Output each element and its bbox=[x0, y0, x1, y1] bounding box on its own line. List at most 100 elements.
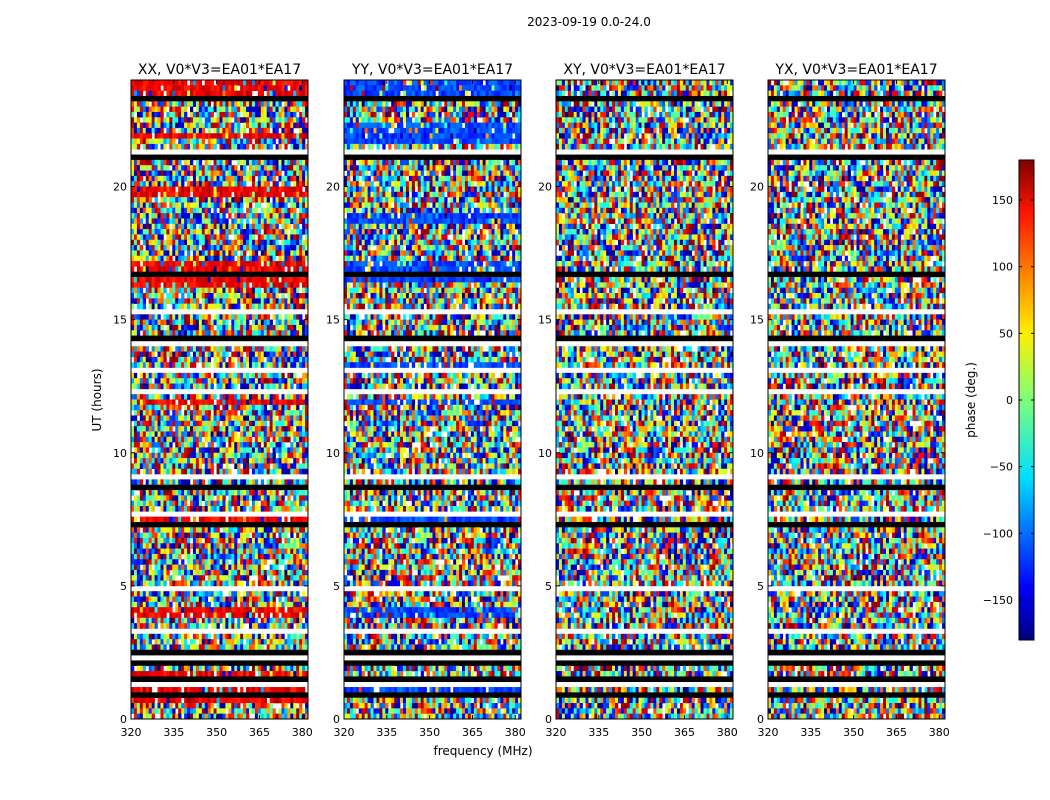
phase-cell bbox=[273, 218, 276, 224]
phase-cell bbox=[261, 160, 264, 166]
phase-cell bbox=[184, 91, 187, 97]
phase-cell bbox=[225, 208, 228, 214]
phase-cell bbox=[281, 112, 284, 118]
phase-cell bbox=[222, 107, 225, 113]
phase-cell bbox=[299, 245, 302, 251]
phase-cell bbox=[211, 181, 214, 187]
phase-cell bbox=[214, 107, 217, 113]
phase-cell bbox=[246, 139, 249, 145]
phase-cell bbox=[181, 245, 184, 251]
phase-cell bbox=[184, 165, 187, 171]
phase-cell bbox=[258, 181, 261, 187]
phase-cell bbox=[208, 139, 211, 145]
phase-cell bbox=[146, 165, 149, 171]
phase-cell bbox=[152, 256, 155, 262]
phase-cell bbox=[228, 202, 231, 208]
phase-cell bbox=[249, 202, 252, 208]
phase-cell bbox=[163, 176, 166, 182]
phase-cell bbox=[264, 245, 267, 251]
phase-cell bbox=[208, 85, 211, 91]
phase-cell bbox=[258, 133, 261, 139]
phase-cell bbox=[134, 181, 137, 187]
phase-cell bbox=[228, 139, 231, 145]
phase-cell bbox=[243, 85, 246, 91]
phase-cell bbox=[152, 80, 155, 86]
phase-cell bbox=[184, 123, 187, 129]
phase-cell bbox=[202, 224, 205, 230]
phase-cell bbox=[222, 101, 225, 107]
phase-cell bbox=[184, 202, 187, 208]
phase-cell bbox=[225, 250, 228, 256]
phase-cell bbox=[284, 165, 287, 171]
phase-cell bbox=[249, 234, 252, 240]
phase-cell bbox=[258, 224, 261, 230]
phase-cell bbox=[152, 245, 155, 251]
phase-cell bbox=[225, 107, 228, 113]
phase-cell bbox=[178, 144, 181, 150]
phase-cell bbox=[149, 181, 152, 187]
phase-cell bbox=[208, 192, 211, 198]
phase-cell bbox=[152, 224, 155, 230]
phase-cell bbox=[290, 85, 293, 91]
phase-cell bbox=[181, 192, 184, 198]
phase-cell bbox=[196, 101, 199, 107]
phase-cell bbox=[220, 144, 223, 150]
phase-cell bbox=[158, 139, 161, 145]
phase-cell bbox=[193, 112, 196, 118]
phase-cell bbox=[279, 197, 282, 203]
phase-cell bbox=[158, 133, 161, 139]
phase-cell bbox=[163, 240, 166, 246]
phase-cell bbox=[258, 192, 261, 198]
phase-cell bbox=[217, 218, 220, 224]
phase-cell bbox=[193, 133, 196, 139]
phase-cell bbox=[270, 165, 273, 171]
phase-cell bbox=[293, 171, 296, 177]
phase-cell bbox=[134, 218, 137, 224]
phase-cell bbox=[190, 224, 193, 230]
phase-cell bbox=[284, 144, 287, 150]
phase-cell bbox=[255, 123, 258, 129]
phase-cell bbox=[299, 160, 302, 166]
phase-cell bbox=[255, 192, 258, 198]
phase-cell bbox=[202, 234, 205, 240]
phase-cell bbox=[137, 218, 140, 224]
phase-cell bbox=[163, 245, 166, 251]
phase-cell bbox=[134, 192, 137, 198]
phase-cell bbox=[246, 85, 249, 91]
phase-cell bbox=[158, 181, 161, 187]
phase-cell bbox=[175, 181, 178, 187]
phase-cell bbox=[214, 165, 217, 171]
phase-cell bbox=[287, 250, 290, 256]
phase-cell bbox=[184, 112, 187, 118]
phase-cell bbox=[172, 144, 175, 150]
phase-cell bbox=[178, 107, 181, 113]
phase-cell bbox=[134, 202, 137, 208]
phase-cell bbox=[220, 250, 223, 256]
phase-cell bbox=[217, 192, 220, 198]
phase-cell bbox=[196, 160, 199, 166]
phase-cell bbox=[208, 80, 211, 86]
phase-cell bbox=[172, 128, 175, 134]
phase-cell bbox=[296, 218, 299, 224]
phase-cell bbox=[255, 101, 258, 107]
phase-cell bbox=[228, 144, 231, 150]
phase-cell bbox=[302, 213, 305, 219]
phase-cell bbox=[267, 218, 270, 224]
phase-cell bbox=[302, 218, 305, 224]
phase-cell bbox=[299, 139, 302, 145]
phase-cell bbox=[208, 101, 211, 107]
phase-cell bbox=[290, 80, 293, 86]
phase-cell bbox=[231, 240, 234, 246]
phase-cell bbox=[284, 224, 287, 230]
phase-cell bbox=[222, 144, 225, 150]
phase-cell bbox=[296, 202, 299, 208]
phase-cell bbox=[217, 256, 220, 262]
phase-cell bbox=[143, 133, 146, 139]
phase-cell bbox=[175, 101, 178, 107]
phase-cell bbox=[279, 101, 282, 107]
phase-cell bbox=[161, 250, 164, 256]
phase-cell bbox=[243, 197, 246, 203]
phase-cell bbox=[228, 165, 231, 171]
phase-cell bbox=[255, 202, 258, 208]
phase-cell bbox=[214, 256, 217, 262]
